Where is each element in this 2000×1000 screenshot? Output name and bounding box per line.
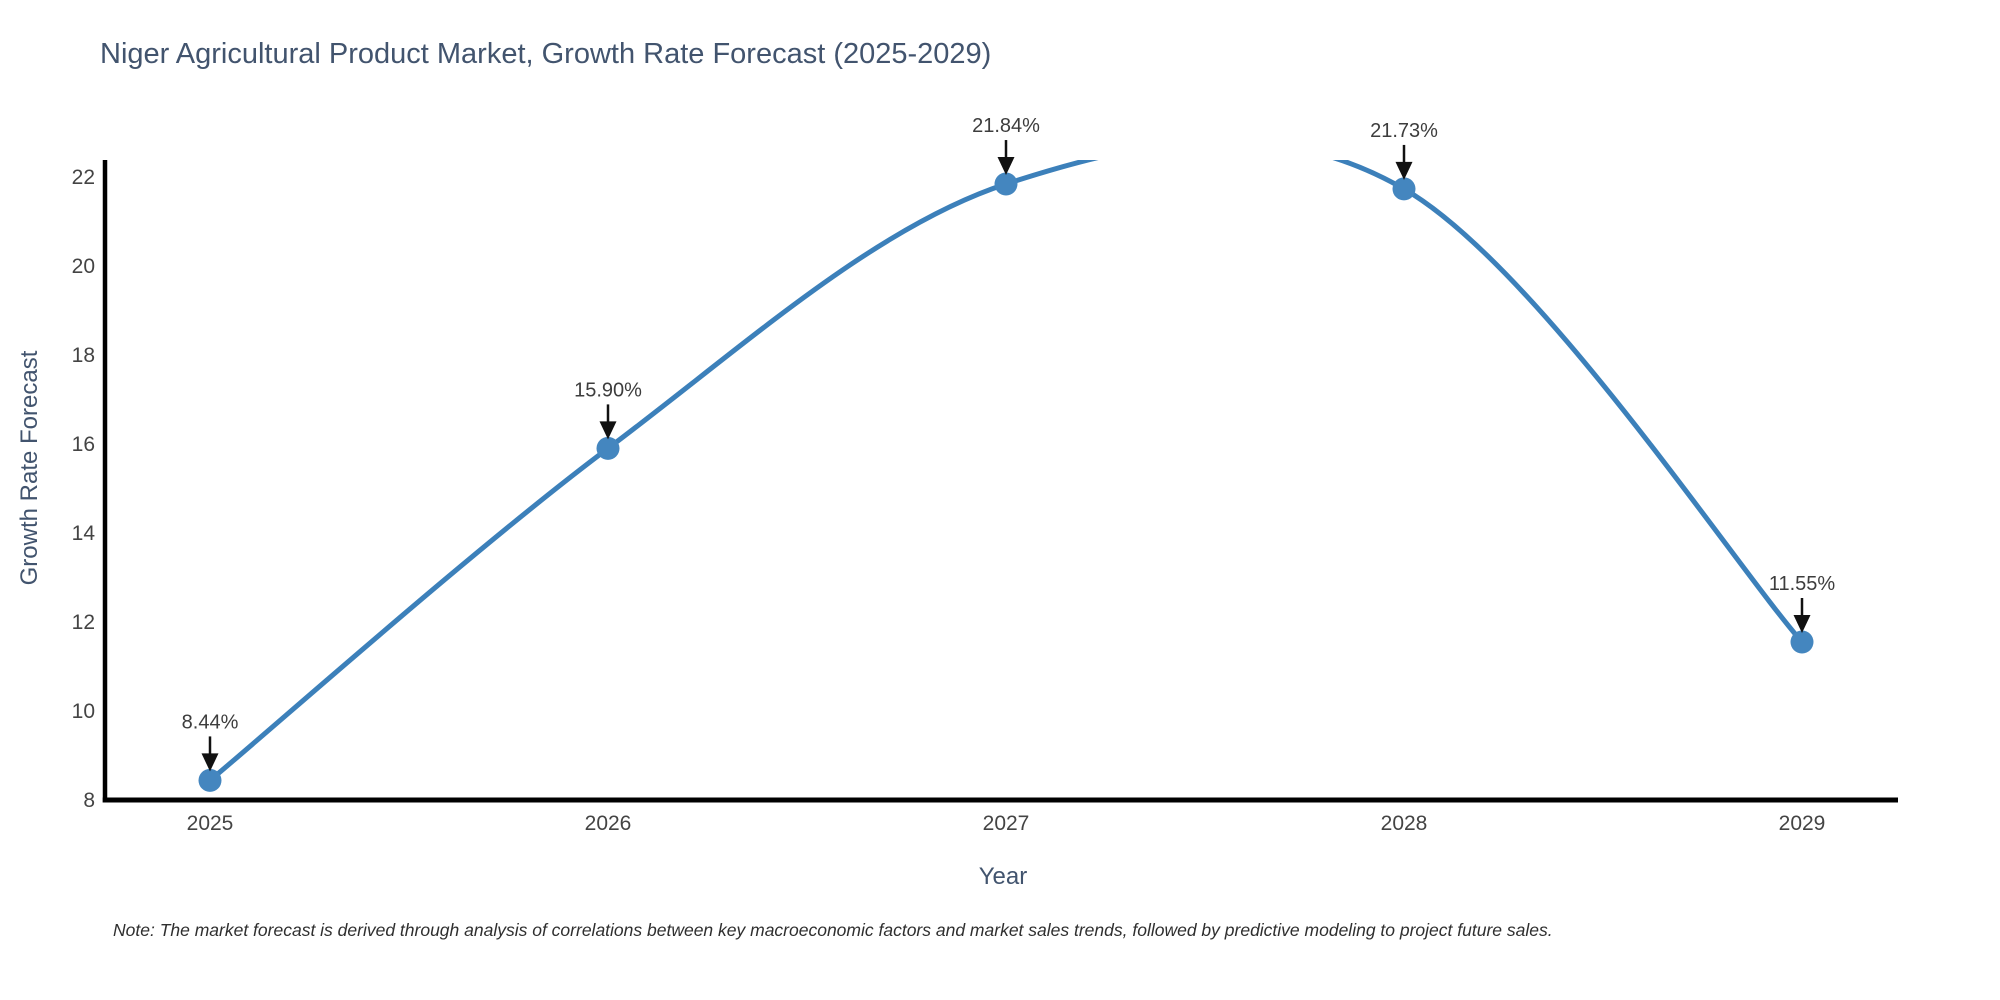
annotation-arrowhead [1793, 615, 1811, 634]
y-tick-label: 14 [72, 522, 96, 545]
y-tick-label: 18 [72, 344, 95, 367]
y-tick-label: 22 [72, 166, 95, 189]
data-point-marker [1790, 630, 1814, 654]
chart-title: Niger Agricultural Product Market, Growt… [100, 38, 992, 70]
forecast-line [207, 160, 1805, 783]
x-tick-label: 2026 [585, 812, 632, 835]
annotation-arrowhead [997, 157, 1015, 176]
data-point-marker [596, 436, 620, 460]
point-label: 21.84% [972, 115, 1040, 137]
data-point-marker [198, 768, 222, 792]
y-tick-label: 20 [72, 255, 95, 278]
x-tick-label: 2029 [1779, 812, 1826, 835]
point-label: 21.73% [1370, 120, 1438, 142]
point-label: 11.55% [1769, 573, 1836, 595]
annotation-arrowhead [1395, 161, 1413, 180]
footnote: Note: The market forecast is derived thr… [113, 920, 1553, 940]
point-label: 15.90% [574, 379, 642, 401]
x-tick-label: 2025 [187, 812, 234, 835]
x-axis-title: Year [978, 863, 1028, 890]
y-tick-label: 12 [72, 611, 95, 634]
y-axis-title: Growth Rate Forecast [16, 350, 43, 586]
y-tick-label: 10 [72, 700, 95, 723]
x-tick-label: 2028 [1381, 812, 1428, 835]
y-tick-label: 16 [72, 433, 95, 456]
x-tick-label: 2027 [983, 812, 1030, 835]
data-point-marker [1392, 177, 1416, 201]
point-label: 8.44% [182, 711, 239, 733]
annotation-arrowhead [599, 421, 617, 440]
y-tick-label: 8 [83, 789, 95, 812]
annotation-arrowhead [201, 753, 219, 772]
data-point-marker [994, 172, 1018, 196]
